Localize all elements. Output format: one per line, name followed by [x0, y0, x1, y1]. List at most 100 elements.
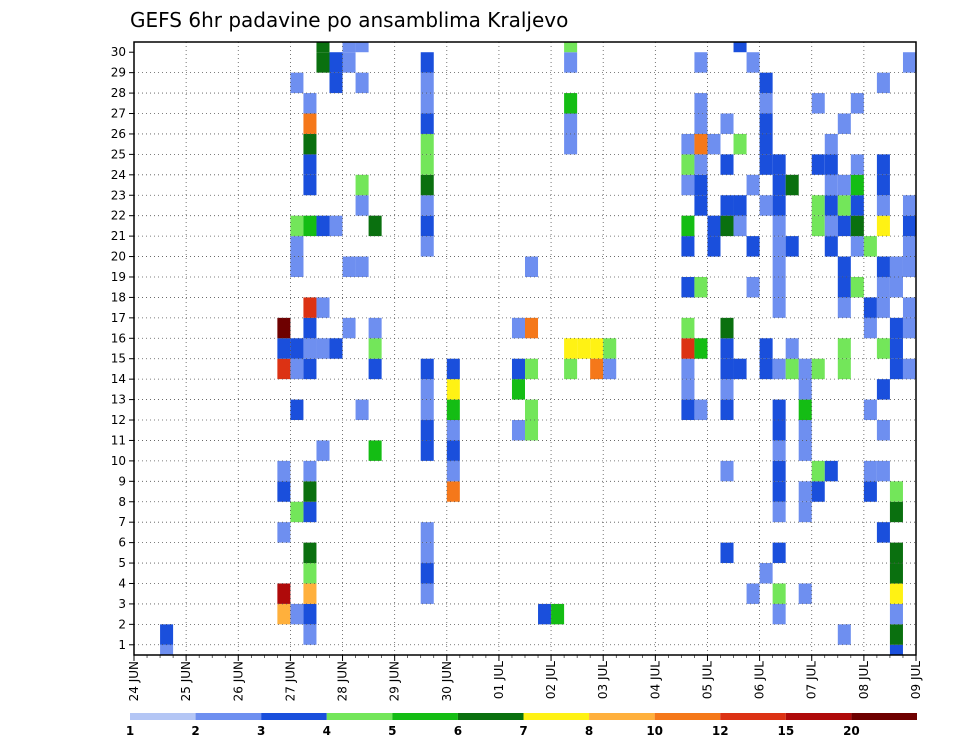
precip-cell	[720, 215, 734, 237]
precip-cell	[889, 583, 903, 604]
precip-cell	[720, 379, 734, 400]
x-tick-label: 03 JUL	[596, 661, 610, 699]
y-tick-label: 29	[111, 66, 126, 80]
precip-cell	[303, 542, 317, 564]
precip-cell	[694, 174, 708, 196]
legend-label: 12	[712, 724, 729, 738]
precip-cell	[798, 399, 812, 421]
x-tick-label: 07 JUL	[805, 661, 819, 699]
precip-cell	[850, 276, 864, 298]
precip-cell	[902, 317, 916, 339]
precip-cell	[850, 215, 864, 237]
precip-cell	[368, 215, 382, 237]
precip-cell	[511, 358, 525, 380]
precip-cell	[681, 358, 695, 380]
precip-cell	[824, 154, 838, 175]
precip-cell	[720, 113, 734, 134]
x-tick-label: 09 JUL	[909, 661, 923, 699]
precip-cell	[446, 379, 460, 400]
precip-cell	[538, 603, 552, 625]
y-tick-label: 9	[118, 474, 126, 488]
precip-cell	[772, 583, 786, 604]
precip-cell	[772, 420, 786, 441]
precip-cell	[303, 603, 317, 625]
precip-cell	[863, 399, 877, 421]
precip-cell	[798, 379, 812, 400]
precip-cell	[420, 563, 434, 584]
precip-cell	[824, 215, 838, 237]
precip-cell	[785, 358, 799, 380]
precip-cell	[368, 338, 382, 359]
y-tick-label: 18	[111, 290, 126, 304]
precip-cell	[342, 52, 356, 73]
precip-cell	[772, 481, 786, 502]
precip-cell	[837, 297, 851, 318]
precip-cell	[681, 338, 695, 359]
precip-cell	[798, 358, 812, 380]
y-tick-label: 5	[118, 556, 126, 570]
precip-cell	[876, 256, 890, 277]
x-axis: 24 JUN 25 JUN 26 JUN 27 JUN 28 JUN 29 JUN 30 J…	[127, 655, 923, 701]
legend-label: 20	[843, 724, 860, 738]
precip-cell	[694, 154, 708, 175]
precip-cell	[277, 460, 291, 482]
precip-cell	[303, 563, 317, 584]
precip-cell	[525, 399, 539, 421]
precip-cell	[681, 174, 695, 196]
precip-cell	[759, 358, 773, 380]
color-legend: 1 2 3 4 5 6 7 8 10 12 15 20	[126, 713, 917, 738]
precip-cell	[681, 236, 695, 257]
precip-cell	[355, 399, 369, 421]
precip-cell	[876, 215, 890, 237]
precip-cell	[525, 358, 539, 380]
precip-cell	[564, 338, 578, 359]
precip-cell	[420, 113, 434, 134]
precip-cell	[564, 52, 578, 73]
precip-cell	[420, 93, 434, 114]
precip-cell	[772, 440, 786, 461]
precip-cell	[824, 133, 838, 155]
precip-cell	[694, 93, 708, 114]
legend-label: 10	[646, 724, 663, 738]
precip-cell	[759, 72, 773, 94]
precip-cell	[420, 195, 434, 216]
precip-cell	[342, 42, 356, 53]
precip-cell	[876, 276, 890, 298]
precip-cell	[759, 563, 773, 584]
y-tick-label: 16	[111, 331, 126, 345]
precip-cell	[316, 297, 330, 318]
precip-cell	[681, 379, 695, 400]
precip-cell	[525, 317, 539, 339]
precip-cell	[420, 215, 434, 237]
precip-cell	[368, 317, 382, 339]
legend-label: 6	[454, 724, 462, 738]
precip-cell	[446, 440, 460, 461]
precip-cell	[681, 276, 695, 298]
y-tick-label: 4	[118, 576, 126, 590]
precip-cell	[590, 338, 604, 359]
precip-cell	[902, 256, 916, 277]
chart-title: GEFS 6hr padavine po ansamblima Kraljevo	[130, 8, 568, 32]
precip-cell	[876, 460, 890, 482]
precip-cell	[772, 603, 786, 625]
precip-cell	[420, 583, 434, 604]
precip-cell	[694, 113, 708, 134]
precip-cell	[290, 236, 304, 257]
precip-cell	[277, 338, 291, 359]
precip-cell	[303, 154, 317, 175]
y-tick-label: 2	[118, 617, 126, 631]
legend-label: 3	[257, 724, 265, 738]
precip-cell	[759, 195, 773, 216]
y-tick-label: 24	[111, 168, 126, 182]
precip-cell	[733, 195, 747, 216]
y-axis: 1234567891011121314151617181920212223242…	[111, 45, 134, 652]
precip-cell	[772, 297, 786, 318]
precip-cell	[772, 542, 786, 564]
precip-cell	[277, 522, 291, 543]
precip-cell	[798, 420, 812, 441]
precip-cell	[759, 154, 773, 175]
precip-cell	[811, 154, 825, 175]
precip-cell	[902, 297, 916, 318]
precip-cell	[420, 440, 434, 461]
